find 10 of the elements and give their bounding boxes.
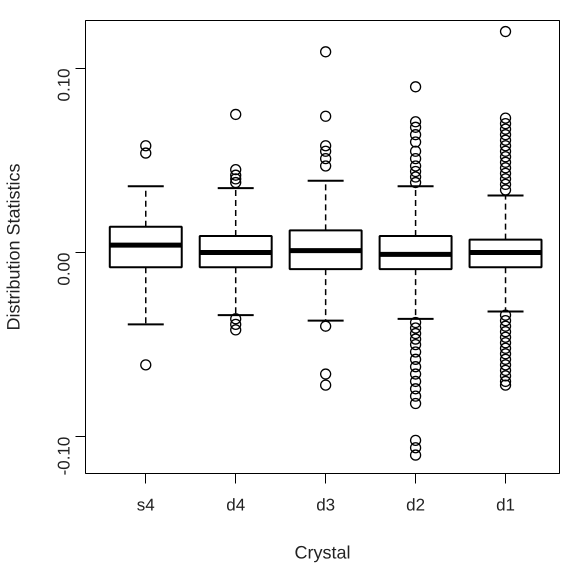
y-tick-label: -0.10 — [54, 436, 74, 476]
x-tick-label: d3 — [316, 496, 336, 514]
x-axis-title: Crystal — [294, 542, 351, 562]
x-tick-label: d4 — [226, 496, 246, 514]
y-tick-label: 0.00 — [54, 252, 74, 286]
y-tick-label: 0.10 — [54, 68, 74, 102]
x-tick-label: d2 — [406, 496, 426, 514]
y-axis-title: Distribution Statistics — [4, 163, 24, 331]
x-tick-label: s4 — [136, 496, 155, 514]
x-tick-label: d1 — [496, 496, 515, 514]
